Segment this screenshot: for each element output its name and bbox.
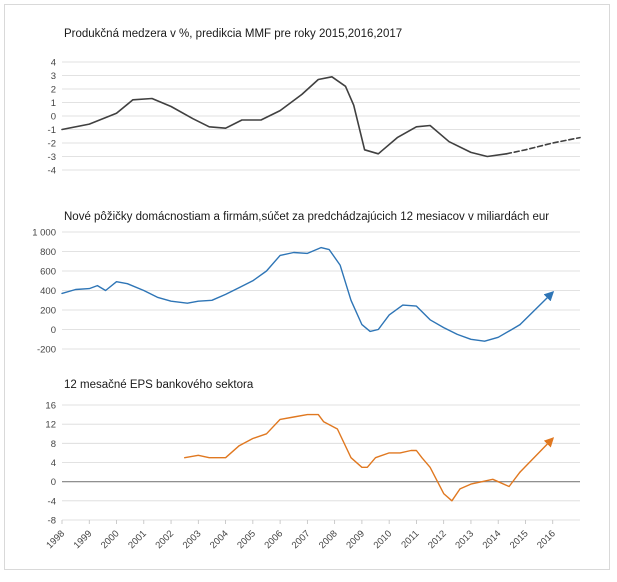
y-tick-label: 800 — [40, 247, 56, 258]
y-tick-label: 0 — [51, 325, 56, 336]
x-tick-label: 2004 — [208, 528, 231, 551]
y-tick-label: 8 — [51, 439, 56, 450]
x-tick-label: 2005 — [235, 528, 258, 551]
y-tick-label: 4 — [51, 58, 56, 69]
trend-arrow — [519, 291, 555, 326]
y-tick-label: -3 — [48, 152, 56, 163]
y-tick-label: 1 000 — [32, 228, 56, 239]
y-tick-label: -1 — [48, 125, 56, 136]
y-tick-label: 3 — [51, 71, 56, 82]
x-tick-label: 2002 — [153, 528, 176, 551]
x-tick-label: 2009 — [344, 528, 367, 551]
x-tick-label: 2014 — [481, 528, 504, 551]
series-line — [61, 246, 521, 342]
y-tick-label: 12 — [45, 420, 56, 431]
y-tick-label: -2 — [48, 139, 56, 150]
y-tick-label: 0 — [51, 477, 56, 488]
x-tick-label: 2006 — [262, 528, 285, 551]
y-tick-label: 2 — [51, 85, 56, 96]
y-tick-label: -4 — [48, 496, 56, 507]
chart-3: 12 mesačné EPS bankového sektora 16 12 8 4 0 -… — [44, 379, 580, 551]
trend-arrow — [519, 437, 555, 473]
x-tick-label: 2011 — [399, 528, 421, 550]
y-tick-label: 200 — [40, 306, 56, 317]
chart-1: Produkčná medzera v %, predikcia MMF pre… — [48, 28, 581, 177]
y-tick-label: 600 — [40, 267, 56, 278]
chart-title: Produkčná medzera v %, predikcia MMF pre… — [64, 28, 402, 40]
x-tick-label: 2008 — [317, 528, 340, 551]
x-tick-label: 2007 — [290, 528, 313, 551]
x-tick-label: 2003 — [181, 528, 204, 551]
forecast-line-dashed — [505, 136, 581, 155]
x-tick-label: 2013 — [453, 528, 476, 551]
x-tick-label: 1999 — [72, 528, 95, 551]
x-tick-label: 2010 — [372, 528, 395, 551]
series-line — [184, 413, 521, 502]
chart-title: Nové pôžičky domácnostiam a firmám,súčet… — [64, 211, 549, 223]
x-tick-label: 2015 — [508, 528, 531, 551]
series-line — [61, 76, 508, 158]
y-tick-label: 0 — [51, 112, 56, 123]
y-tick-label: -4 — [48, 166, 56, 177]
y-tick-label: 400 — [40, 286, 56, 297]
x-tick-label: 1998 — [44, 528, 67, 551]
y-tick-label: 4 — [51, 458, 56, 469]
x-tick-label: 2001 — [126, 528, 149, 551]
x-tick-label: 2016 — [535, 528, 558, 551]
y-tick-label: -8 — [48, 516, 56, 527]
y-tick-label: -200 — [37, 345, 56, 356]
x-tick-label: 2012 — [426, 528, 449, 551]
chart-2: Nové pôžičky domácnostiam a firmám,súčet… — [32, 211, 580, 356]
y-tick-label: 1 — [51, 98, 56, 109]
chart-frame — [4, 4, 610, 570]
y-tick-label: 16 — [45, 401, 56, 412]
x-tick-label: 2000 — [99, 528, 122, 551]
chart-title: 12 mesačné EPS bankového sektora — [64, 379, 254, 391]
